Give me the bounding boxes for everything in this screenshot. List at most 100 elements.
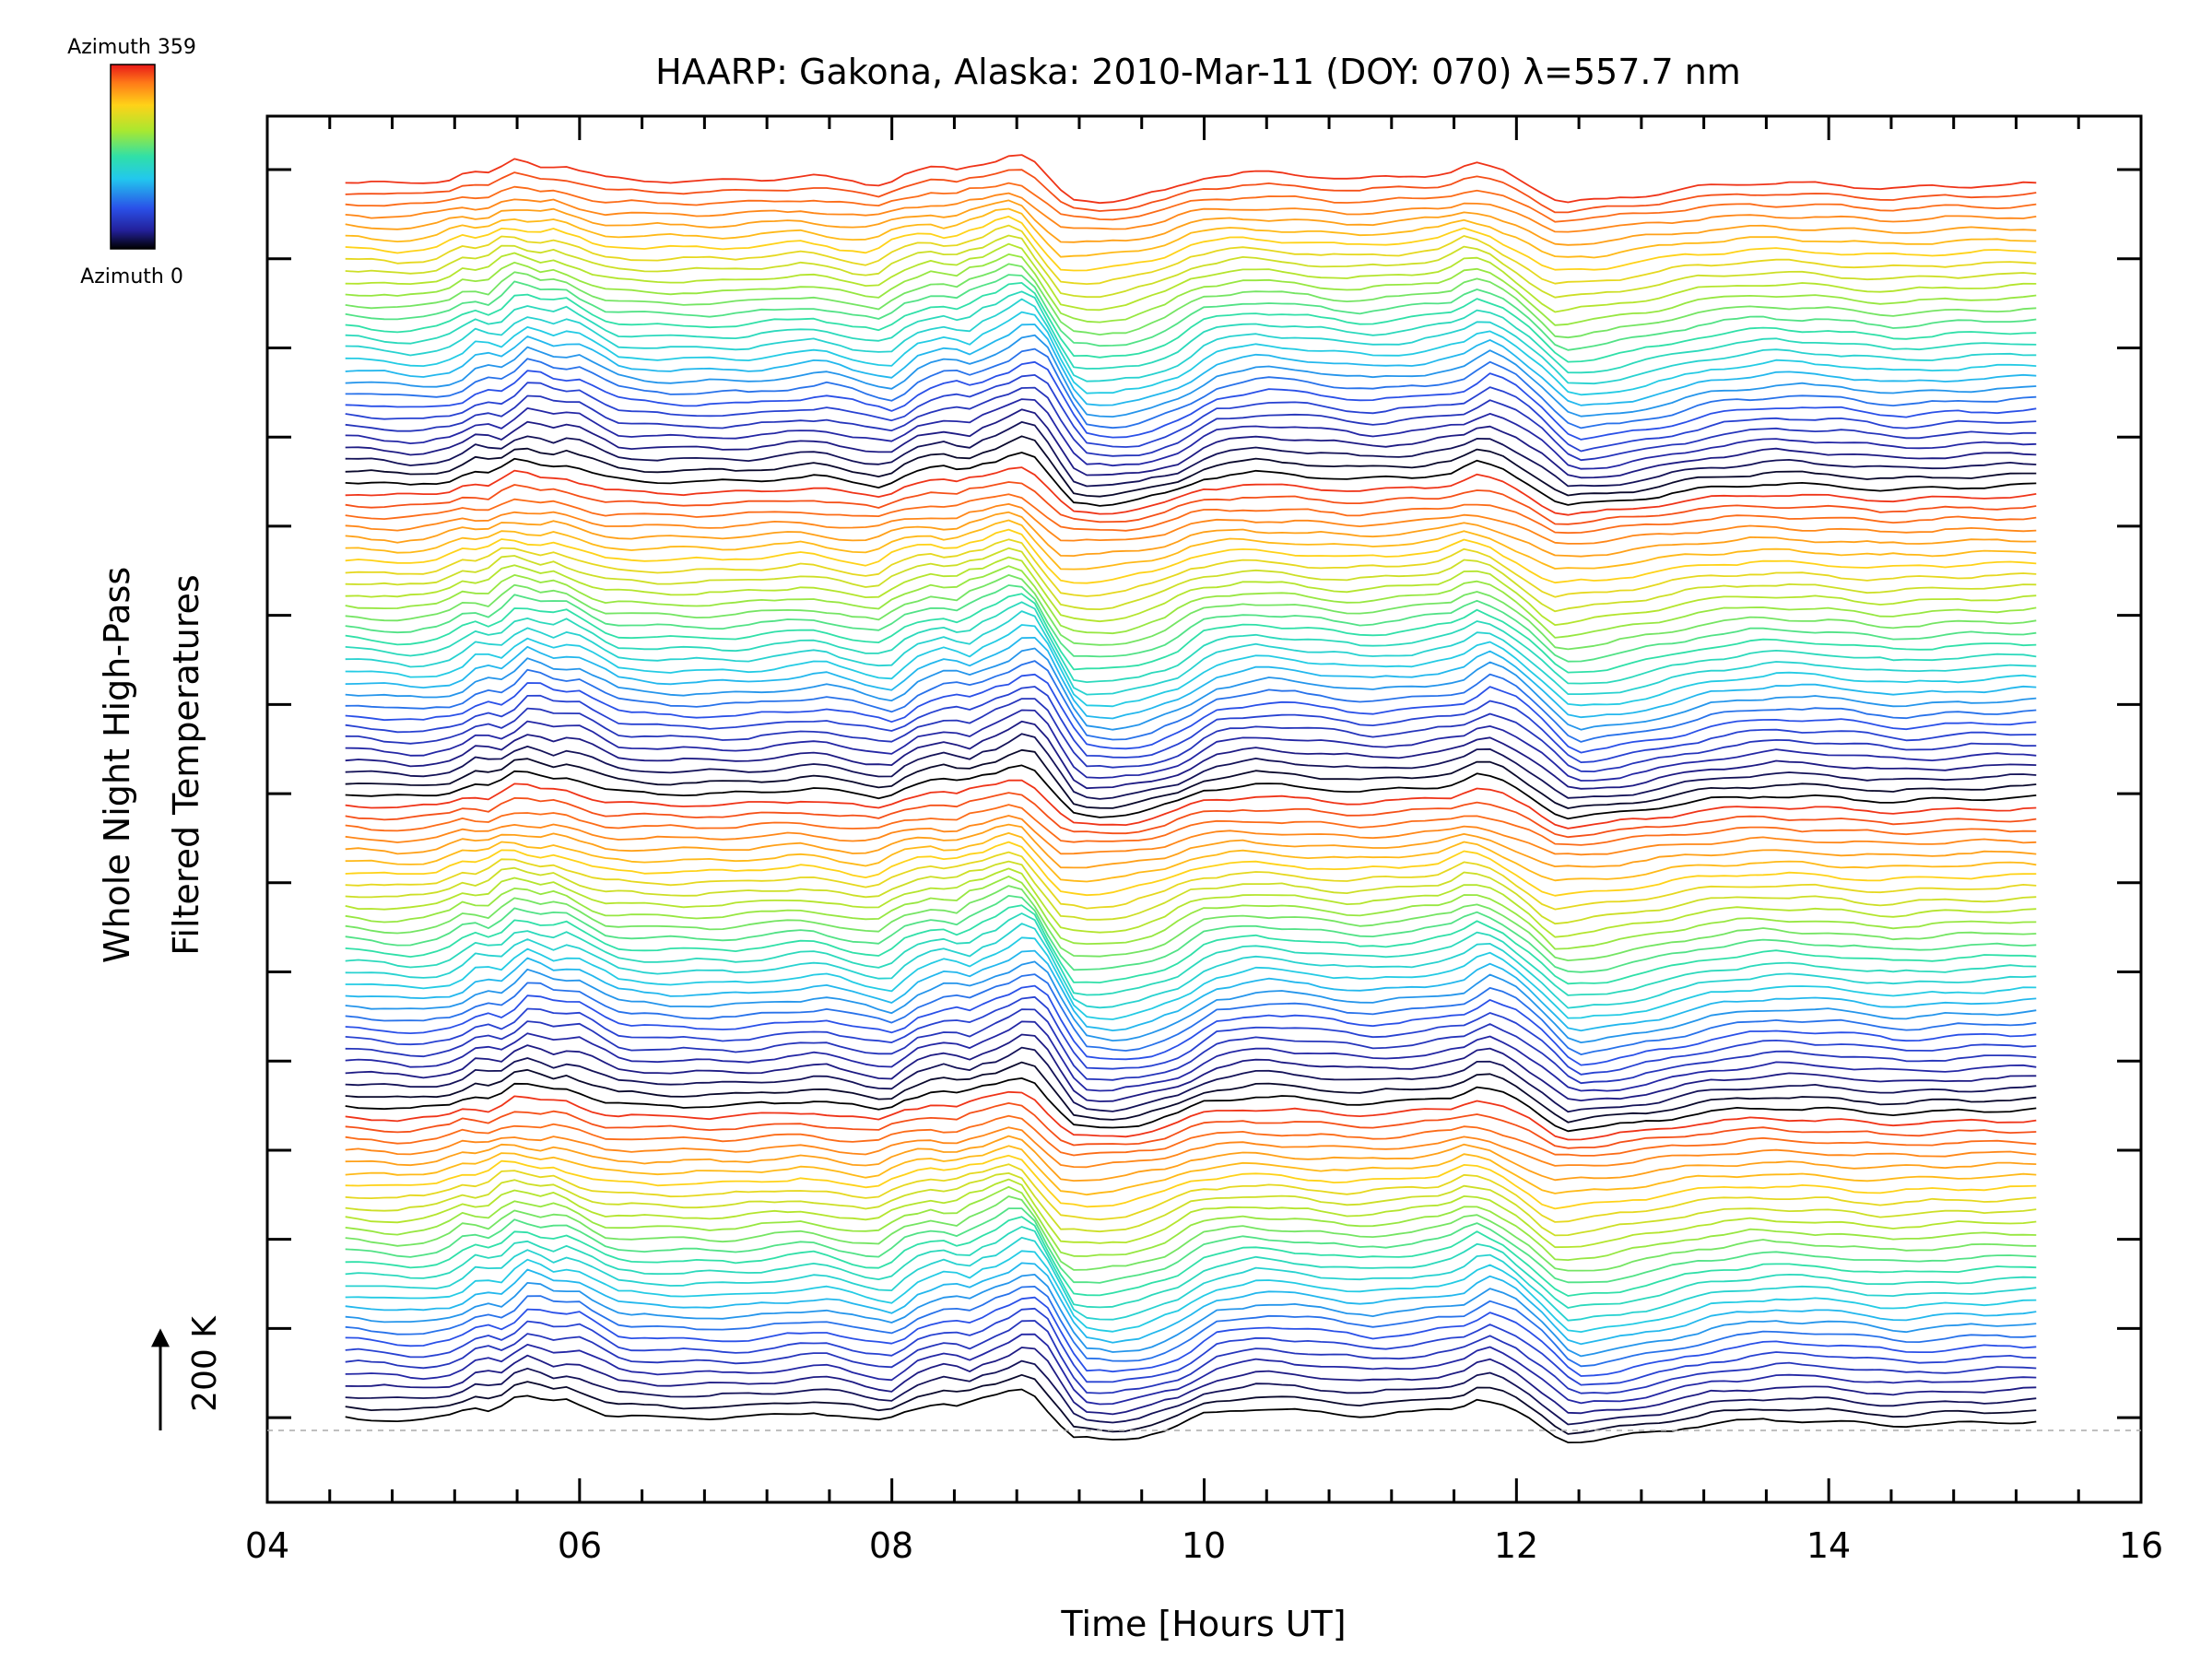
temperature-series-line-25 [345, 1114, 2037, 1157]
temperature-series-line-82 [345, 481, 2037, 525]
temperature-series-line-71 [345, 584, 2037, 663]
temperature-series-line-79 [345, 511, 2037, 558]
temperature-series-line-3 [345, 1347, 2037, 1416]
colorbar-max-label: Azimuth 359 [67, 36, 196, 59]
x-axis-ticks [265, 116, 2143, 1502]
temperature-series-line-0 [345, 1388, 2037, 1443]
temperature-series-line-33 [345, 1008, 2037, 1085]
temperature-series-line-75 [345, 547, 2037, 613]
temperature-series-line-52 [345, 815, 2037, 856]
scale-bar-label: 200 K [186, 1315, 224, 1412]
temperature-series-line-28 [345, 1077, 2037, 1133]
temperature-series-line-7 [345, 1296, 2037, 1377]
temperature-series-line-85 [345, 435, 2037, 498]
temperature-series-line-73 [345, 565, 2037, 639]
x-tick-label-12: 12 [1494, 1525, 1538, 1566]
temperature-series-line-90 [345, 373, 2037, 453]
temperature-series-line-55 [345, 779, 2037, 830]
temperature-series-line-109 [345, 182, 2037, 223]
temperature-series-line-20 [345, 1163, 2037, 1223]
temperature-series-line-76 [345, 538, 2037, 598]
temperature-series-line-23 [345, 1135, 2037, 1182]
x-tick-label-14: 14 [1806, 1525, 1851, 1566]
temperature-series-line-61 [345, 698, 2037, 772]
x-tick-label-06: 06 [558, 1525, 602, 1566]
temperature-series-line-39 [345, 936, 2037, 1020]
temperature-series-line-40 [345, 923, 2037, 1009]
temperature-series-line-68 [345, 610, 2037, 696]
temperature-series-line-35 [345, 984, 2037, 1066]
temperature-series-line-49 [345, 841, 2037, 897]
temperature-series-line-24 [345, 1126, 2037, 1169]
temperature-series-line-67 [345, 624, 2037, 708]
temperature-series-line-64 [345, 660, 2037, 743]
temperature-series-line-53 [345, 804, 2037, 846]
temperature-series-line-45 [345, 876, 2037, 950]
temperature-series-line-105 [345, 215, 2037, 272]
temperature-series-line-6 [345, 1307, 2037, 1386]
temperature-series-line-100 [345, 263, 2037, 339]
temperature-series-line-78 [345, 519, 2037, 571]
temperature-series-line-87 [345, 408, 2037, 479]
temperature-series-line-41 [345, 912, 2037, 996]
x-tick-label-16: 16 [2119, 1525, 2163, 1566]
temperature-series-line-47 [345, 860, 2037, 925]
temperature-series-line-95 [345, 311, 2037, 396]
temperature-series-line-8 [345, 1286, 2037, 1368]
temperature-series-line-60 [345, 709, 2037, 782]
temperature-series-line-58 [345, 733, 2037, 800]
temperature-series-line-17 [345, 1185, 2037, 1261]
temperature-series-line-81 [345, 493, 2037, 535]
temperature-series-line-18 [345, 1178, 2037, 1249]
temperature-series-line-31 [345, 1033, 2037, 1102]
y-axis-ticks [267, 168, 2141, 1419]
temperature-series-line-74 [345, 556, 2037, 626]
temperature-series-line-48 [345, 851, 2037, 911]
x-tick-label-08: 08 [869, 1525, 913, 1566]
temperature-series-line-54 [345, 792, 2037, 839]
temperature-series-line-46 [345, 867, 2037, 938]
temperature-series-line-62 [345, 686, 2037, 763]
colorbar-min-label: Azimuth 0 [80, 265, 183, 288]
temperature-series-line-36 [345, 973, 2037, 1055]
temperature-series-line-38 [345, 949, 2037, 1032]
temperature-series-line-101 [345, 253, 2037, 326]
y-axis-label-line2: Filtered Temperatures [166, 574, 206, 955]
temperature-series-line-80 [345, 503, 2037, 545]
temperature-series-line-27 [345, 1090, 2037, 1141]
temperature-series-line-86 [345, 420, 2037, 488]
temperature-series-line-32 [345, 1020, 2037, 1092]
x-tick-label-04: 04 [245, 1525, 289, 1566]
temperature-series-line-15 [345, 1207, 2037, 1284]
azimuth-colorbar [110, 64, 156, 250]
temperature-series-line-22 [345, 1145, 2037, 1196]
temperature-series-line-83 [345, 466, 2037, 516]
temperature-series-line-11 [345, 1250, 2037, 1333]
temperature-series-line-13 [345, 1226, 2037, 1309]
temperature-series-line-97 [345, 290, 2037, 374]
temperature-series-line-29 [345, 1061, 2037, 1124]
temperature-series-line-59 [345, 720, 2037, 790]
temperature-series-line-102 [345, 242, 2037, 313]
temperature-series-line-108 [345, 192, 2037, 233]
temperature-series-line-57 [345, 748, 2037, 809]
temperature-series-line-63 [345, 673, 2037, 754]
temperature-series-line-1 [345, 1373, 2037, 1435]
temperature-series-line-37 [345, 960, 2037, 1043]
temperature-series-line-34 [345, 995, 2037, 1076]
temperature-series-line-103 [345, 234, 2037, 299]
temperature-series-line-9 [345, 1274, 2037, 1358]
temperature-series-line-88 [345, 398, 2037, 470]
temperature-series-line-14 [345, 1216, 2037, 1297]
temperature-series-line-110 [345, 169, 2037, 214]
temperature-series-line-50 [345, 832, 2037, 883]
temperature-series-line-77 [345, 528, 2037, 584]
temperature-series-stack [345, 154, 2037, 1443]
temperature-series-line-94 [345, 324, 2037, 406]
temperature-series-line-99 [345, 274, 2037, 351]
temperature-series-line-51 [345, 823, 2037, 869]
temperature-series-line-44 [345, 885, 2037, 961]
temperature-series-line-21 [345, 1154, 2037, 1210]
temperature-series-line-43 [345, 895, 2037, 973]
